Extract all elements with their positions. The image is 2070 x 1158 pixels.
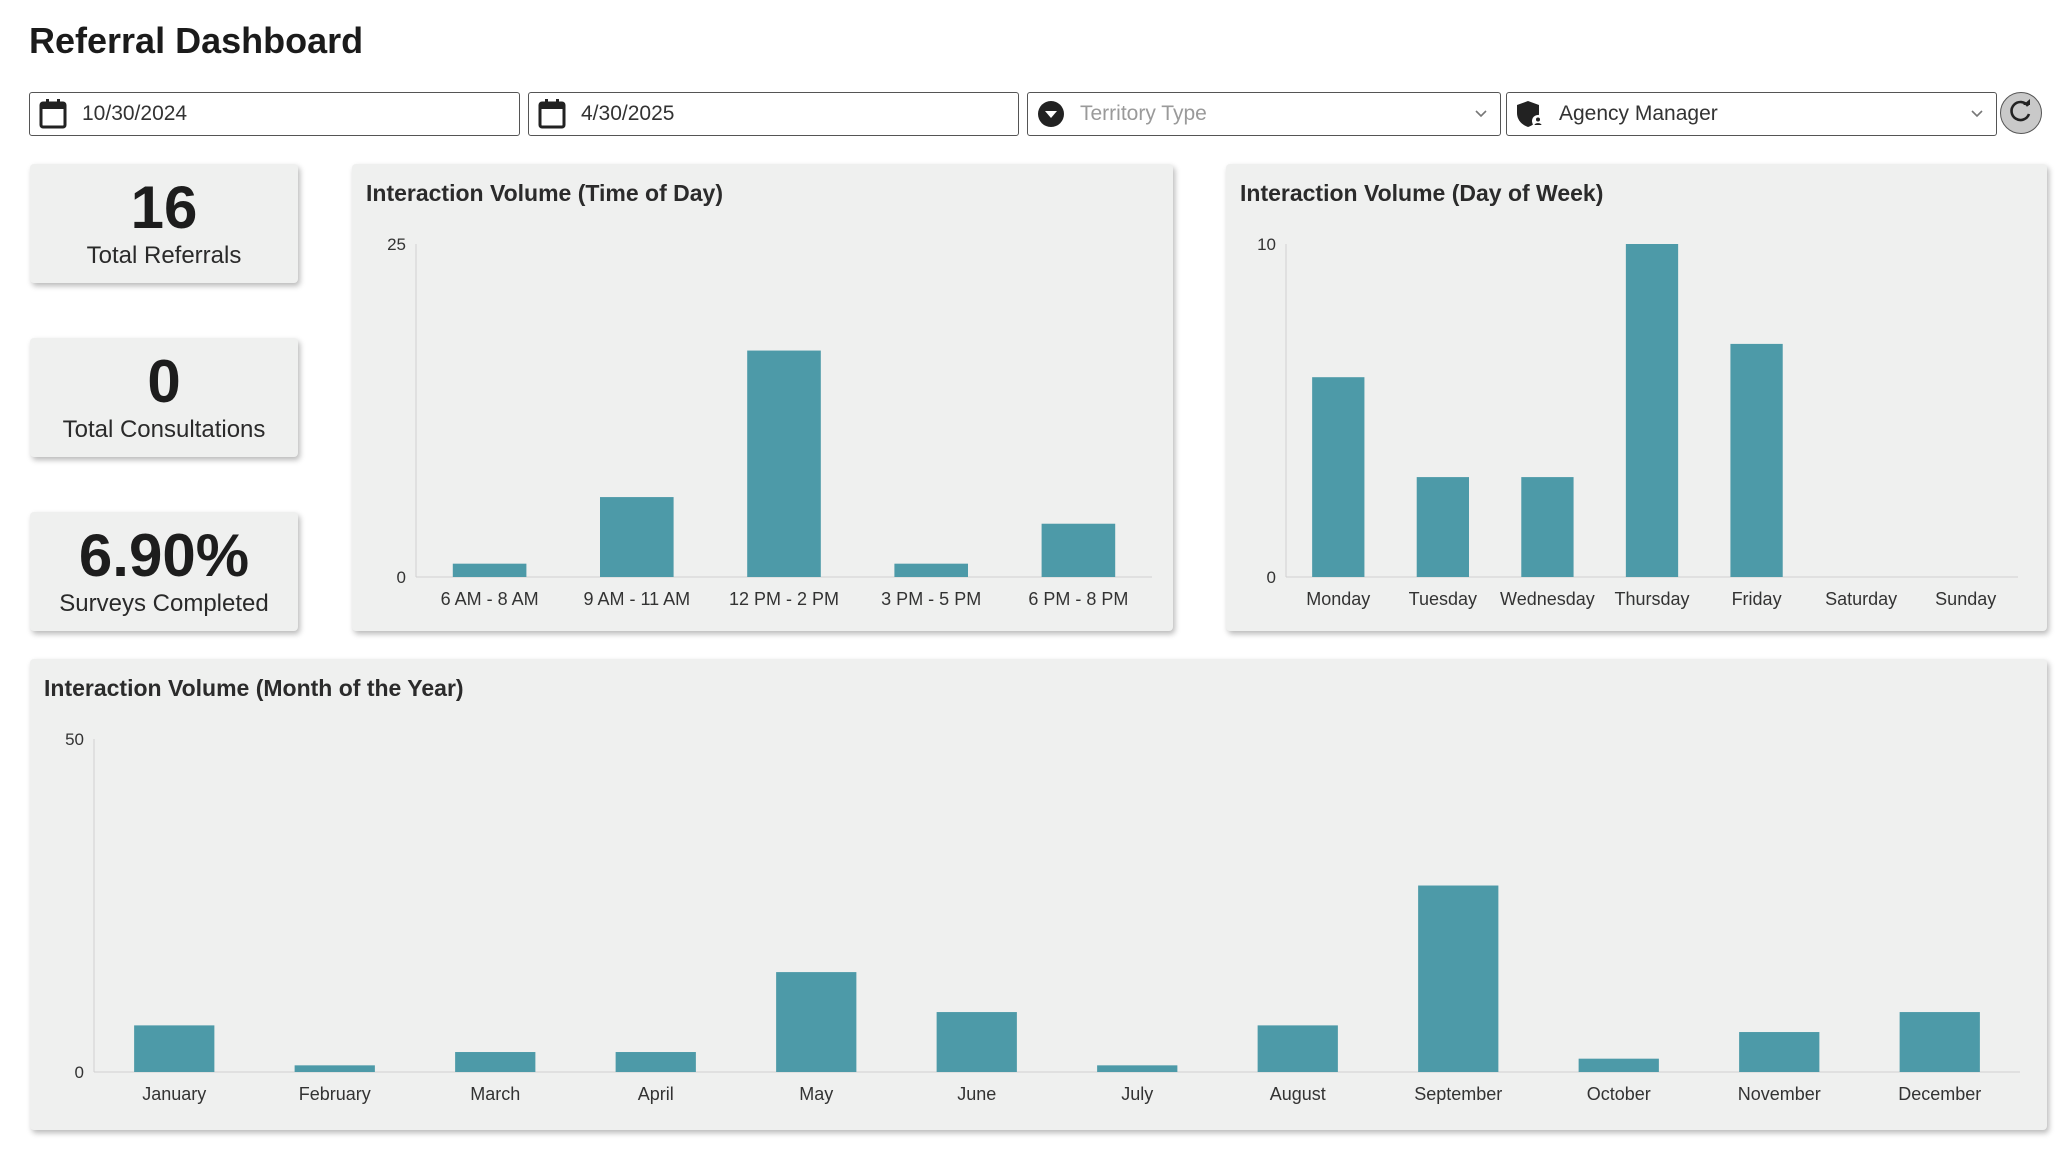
kpi-value: 16 [130, 173, 198, 241]
kpi-total-consultations: 0 Total Consultations [30, 338, 298, 457]
x-tick-label: December [1898, 1084, 1981, 1104]
kpi-value: 0 [147, 347, 181, 415]
bar[interactable] [294, 1065, 375, 1072]
calendar-icon[interactable] [537, 99, 567, 129]
kpi-label: Surveys Completed [59, 589, 269, 617]
x-tick-label: Saturday [1825, 589, 1897, 609]
x-tick-label: September [1414, 1084, 1502, 1104]
bar[interactable] [1578, 1058, 1659, 1072]
chart-month-of-year-plot: 0 50 January February March April May June July A… [65, 730, 2020, 1104]
x-tick-label: 12 PM - 2 PM [729, 589, 839, 609]
refresh-icon [2008, 98, 2034, 129]
agency-manager-value: Agency Manager [1559, 102, 1718, 125]
x-tick-label: July [1121, 1084, 1153, 1104]
x-tick-label: Sunday [1935, 589, 1996, 609]
chart-day-of-week: Interaction Volume (Day of Week) 0 10 Mond… [1226, 164, 2047, 631]
x-tick-label: January [142, 1084, 206, 1104]
bar[interactable] [1899, 1012, 1980, 1072]
x-tick-label: October [1587, 1084, 1651, 1104]
bar[interactable] [1730, 343, 1783, 577]
chevron-down-icon[interactable] [1964, 101, 1990, 127]
chart-time-of-day-plot: 0 25 6 AM - 8 AM 9 AM - 11 AM 12 PM - 2 PM 3 … [387, 235, 1152, 609]
chevron-down-icon[interactable] [1468, 101, 1494, 127]
chart-title: Interaction Volume (Day of Week) [1240, 180, 1604, 206]
y-tick-label: 10 [1257, 235, 1276, 254]
x-tick-label: March [470, 1084, 520, 1104]
y-tick-label: 0 [75, 1063, 84, 1082]
bar[interactable] [1625, 244, 1679, 577]
bar[interactable] [894, 563, 968, 577]
bar[interactable] [1257, 1025, 1338, 1072]
x-tick-label: August [1270, 1084, 1326, 1104]
bar[interactable] [776, 972, 857, 1072]
bar[interactable] [134, 1025, 215, 1072]
bar[interactable] [1041, 523, 1116, 577]
bar[interactable] [452, 563, 527, 577]
kpi-surveys-completed: 6.90% Surveys Completed [30, 512, 298, 631]
territory-type-placeholder: Territory Type [1080, 102, 1207, 125]
kpi-total-referrals: 16 Total Referrals [30, 164, 298, 283]
x-tick-label: Monday [1306, 589, 1370, 609]
y-tick-label: 50 [65, 730, 84, 749]
x-tick-label: April [638, 1084, 674, 1104]
bar[interactable] [1739, 1032, 1820, 1072]
x-tick-label: 6 PM - 8 PM [1028, 589, 1128, 609]
end-date-field[interactable]: 4/30/2025 [528, 92, 1019, 136]
bar[interactable] [1097, 1065, 1178, 1072]
bar[interactable] [1418, 885, 1499, 1072]
page-title: Referral Dashboard [29, 20, 364, 61]
end-date-value: 4/30/2025 [581, 102, 675, 125]
start-date-value: 10/30/2024 [82, 102, 188, 125]
bar[interactable] [455, 1052, 536, 1072]
shield-user-icon [1515, 99, 1545, 129]
bar[interactable] [1521, 477, 1574, 577]
bar[interactable] [1416, 477, 1469, 577]
x-tick-label: Friday [1732, 589, 1782, 609]
agency-manager-select[interactable]: Agency Manager [1506, 92, 1997, 136]
chart-day-of-week-plot: 0 10 Monday Tuesday Wednesday Thursday Friday S… [1257, 235, 2018, 609]
start-date-field[interactable]: 10/30/2024 [29, 92, 520, 136]
bar[interactable] [747, 350, 821, 577]
bar[interactable] [600, 497, 674, 577]
x-tick-label: 6 AM - 8 AM [441, 589, 539, 609]
y-tick-label: 0 [397, 568, 406, 587]
territory-type-select[interactable]: Territory Type [1027, 92, 1501, 136]
bar[interactable] [615, 1052, 696, 1072]
x-tick-label: 3 PM - 5 PM [881, 589, 981, 609]
x-tick-label: 9 AM - 11 AM [583, 589, 690, 609]
refresh-button[interactable] [2000, 92, 2042, 134]
chart-time-of-day: Interaction Volume (Time of Day) 0 25 6 AM… [352, 164, 1173, 631]
kpi-value: 6.90% [78, 521, 250, 589]
kpi-label: Total Consultations [62, 415, 266, 443]
x-tick-label: February [299, 1084, 371, 1104]
x-tick-label: Tuesday [1409, 589, 1477, 609]
x-tick-label: Wednesday [1500, 589, 1595, 609]
chart-title: Interaction Volume (Time of Day) [366, 180, 723, 206]
x-tick-label: Thursday [1614, 589, 1689, 609]
x-tick-label: November [1738, 1084, 1821, 1104]
calendar-icon[interactable] [38, 99, 68, 129]
bar[interactable] [1312, 377, 1365, 577]
chevron-circle-icon [1036, 99, 1066, 129]
x-tick-label: June [957, 1084, 996, 1104]
chart-month-of-year: Interaction Volume (Month of the Year) 0… [30, 659, 2047, 1130]
bar[interactable] [936, 1012, 1017, 1072]
y-tick-label: 0 [1267, 568, 1276, 587]
chart-title: Interaction Volume (Month of the Year) [44, 675, 464, 701]
kpi-label: Total Referrals [86, 241, 242, 269]
y-tick-label: 25 [387, 235, 406, 254]
x-tick-label: May [799, 1084, 833, 1104]
